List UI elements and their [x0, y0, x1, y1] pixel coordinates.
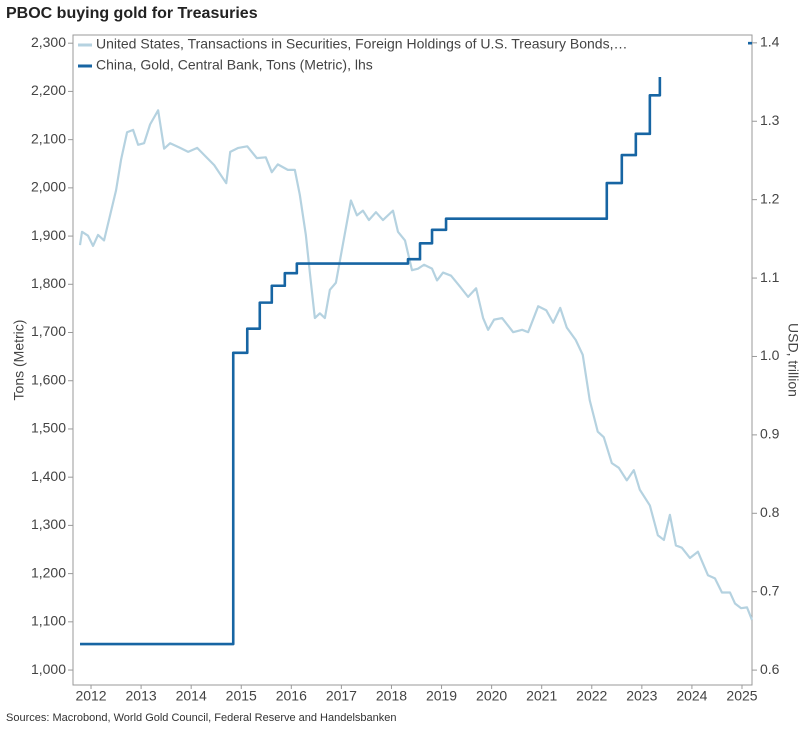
x-tick-label: 2019 — [426, 688, 457, 704]
x-tick-label: 2014 — [176, 688, 207, 704]
x-tick-label: 2024 — [676, 688, 707, 704]
x-tick-label: 2023 — [626, 688, 657, 704]
legend-label: China, Gold, Central Bank, Tons (Metric)… — [96, 57, 373, 73]
x-tick-label: 2015 — [226, 688, 257, 704]
source: Sources: Macrobond, World Gold Council, … — [6, 712, 397, 724]
x-tick-label: 2013 — [126, 688, 157, 704]
y2-tick-label: 1.3 — [760, 112, 780, 128]
y-tick-label: 2,000 — [31, 179, 66, 195]
y-tick-label: 1,500 — [31, 420, 66, 436]
y-tick-label: 2,200 — [31, 82, 66, 98]
legend-label: United States, Transactions in Securitie… — [96, 36, 627, 52]
y-tick-label: 1,300 — [31, 516, 66, 532]
y-tick-label: 1,000 — [31, 661, 66, 677]
plot-frame — [72, 34, 753, 686]
y-tick-label: 1,400 — [31, 468, 66, 484]
y2-tick-label: 0.9 — [760, 426, 780, 442]
x-tick-label: 2020 — [476, 688, 507, 704]
y-tick-label: 1,700 — [31, 323, 66, 339]
y2-tick-label: 0.6 — [760, 661, 780, 677]
x-tick-label: 2022 — [576, 688, 607, 704]
y-tick-label: 2,100 — [31, 130, 66, 146]
series-line — [78, 109, 754, 621]
y-tick-label: 1,800 — [31, 275, 66, 291]
y-tick-label: 1,100 — [31, 613, 66, 629]
chart-title: PBOC buying gold for Treasuries — [6, 5, 258, 22]
x-tick-label: 2016 — [276, 688, 307, 704]
y2-tick-label: 1.0 — [760, 347, 780, 363]
series-line — [80, 41, 752, 646]
y-tick-label: 1,900 — [31, 227, 66, 243]
x-tick-label: 2021 — [526, 688, 557, 704]
y2-tick-label: 0.7 — [760, 582, 780, 598]
y2-axis-label: USD, trillion — [785, 323, 801, 397]
y2-tick-label: 0.8 — [760, 504, 780, 520]
y2-tick-label: 1.1 — [760, 269, 780, 285]
y-tick-label: 1,600 — [31, 371, 66, 387]
x-tick-label: 2025 — [726, 688, 757, 704]
x-tick-label: 2012 — [75, 688, 106, 704]
y2-tick-label: 1.4 — [760, 34, 780, 50]
y-axis-label: Tons (Metric) — [11, 320, 27, 401]
y-tick-label: 1,200 — [31, 564, 66, 580]
x-tick-label: 2018 — [376, 688, 407, 704]
x-tick-label: 2017 — [326, 688, 357, 704]
legend-box — [76, 37, 748, 77]
y-tick-label: 2,300 — [31, 34, 66, 50]
y2-tick-label: 1.2 — [760, 190, 780, 206]
